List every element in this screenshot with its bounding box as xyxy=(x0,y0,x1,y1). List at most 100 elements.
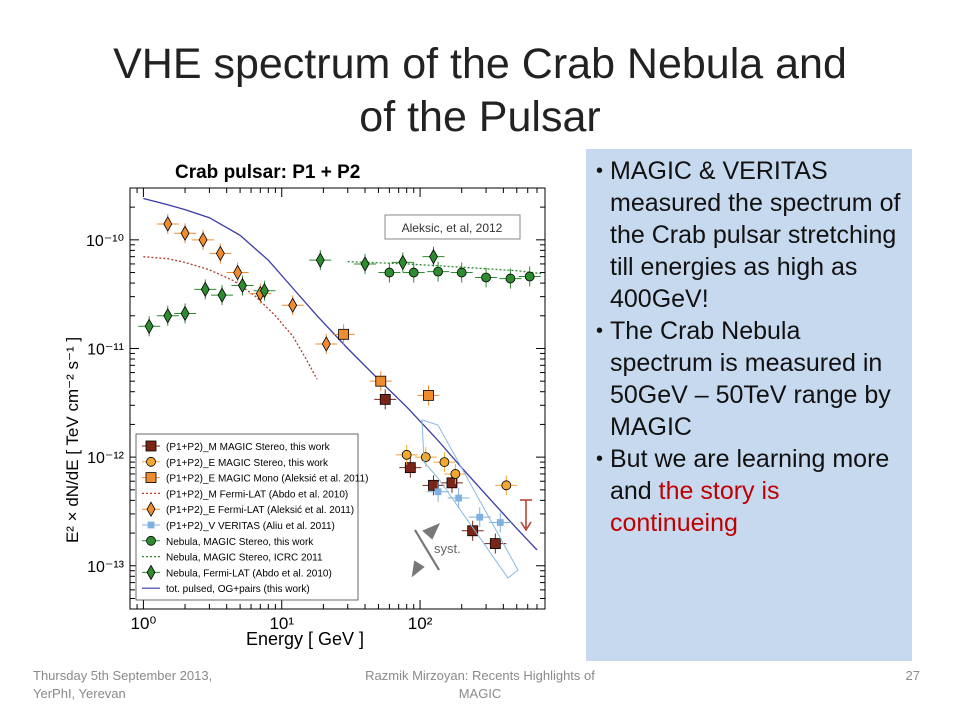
data-point xyxy=(215,245,225,262)
legend-marker xyxy=(145,440,157,452)
model-line xyxy=(347,260,542,275)
data-point xyxy=(408,267,419,278)
data-point xyxy=(259,282,269,299)
slide-title-line2: of the Pulsar xyxy=(359,93,601,141)
slide-title-line1: VHE spectrum of the Crab Nebula and xyxy=(113,40,847,88)
data-point xyxy=(439,457,450,467)
data-point xyxy=(237,277,247,294)
model-lines xyxy=(143,197,542,551)
data-point xyxy=(446,477,458,489)
legend-label: Nebula, Fermi-LAT (Abdo et al. 2010) xyxy=(166,568,332,579)
axis-ticks: 10⁰ 10¹ 10² 10⁻¹³ 10⁻¹² 10⁻¹¹ 10⁻¹⁰ xyxy=(86,187,546,633)
legend-label: Nebula, MAGIC Stereo, this work xyxy=(166,537,314,548)
bullet-text: But we are learning more and xyxy=(610,445,890,505)
legend-label: Nebula, MAGIC Stereo, ICRC 2011 xyxy=(166,553,323,564)
data-point xyxy=(489,538,501,549)
footer-author-line1: Razmik Mirzoyan: Recents Highlights of xyxy=(365,668,595,683)
veritas-syst-band xyxy=(421,419,519,579)
y-tick-label: 10⁻¹⁰ xyxy=(86,233,124,250)
syst-label: syst. xyxy=(434,541,461,556)
data-point xyxy=(338,328,349,340)
data-point xyxy=(434,488,442,496)
syst-arrow xyxy=(411,523,440,578)
x-tick-label: 10⁰ xyxy=(131,614,157,633)
data-point xyxy=(404,462,416,474)
legend-label: (P1+P2)_E MAGIC Stereo, this work xyxy=(166,458,329,469)
data-point xyxy=(163,216,173,232)
legend: (P1+P2)_M MAGIC Stereo, this work (P1+P2)… xyxy=(135,433,368,601)
data-point xyxy=(455,494,463,502)
y-tick-label: 10⁻¹³ xyxy=(87,559,125,576)
legend-label: (P1+P2)_V VERITAS (Aliu et al. 2011) xyxy=(166,521,335,532)
data-point xyxy=(420,452,431,463)
upper-limit-arrow xyxy=(520,499,532,532)
legend-marker xyxy=(146,501,156,518)
y-tick-label: 10⁻¹¹ xyxy=(87,341,124,358)
x-tick-label: 10² xyxy=(408,614,433,633)
footer-date-line2: YerPhI, Yerevan xyxy=(33,686,126,701)
legend-label: (P1+P2)_M Fermi-LAT (Abdo et al. 2010) xyxy=(166,489,348,500)
legend-label: (P1+P2)_M MAGIC Stereo, this work xyxy=(166,442,331,453)
data-point xyxy=(180,225,190,242)
y-axis-label: E² × dN/dE [ TeV cm⁻² s⁻¹ ] xyxy=(63,337,82,543)
x-tick-label: 10¹ xyxy=(269,614,294,633)
data-point xyxy=(144,318,154,335)
data-point xyxy=(524,271,535,282)
data-point xyxy=(433,266,444,277)
slide-title: VHE spectrum of the Crab Nebula and of t… xyxy=(60,38,900,144)
model-line xyxy=(143,256,318,380)
data-point xyxy=(467,525,479,537)
data-point xyxy=(360,256,370,272)
data-point xyxy=(375,375,387,387)
data-point xyxy=(217,287,227,303)
legend-frame xyxy=(135,433,359,601)
legend-marker xyxy=(146,456,156,467)
legend-marker xyxy=(145,472,157,484)
data-point xyxy=(476,513,484,521)
data-point xyxy=(315,252,325,268)
data-point xyxy=(288,297,298,314)
data-point xyxy=(384,267,395,278)
legend-marker xyxy=(146,535,156,546)
footer-date: Thursday 5th September 2013, YerPhI, Yer… xyxy=(33,667,283,703)
data-point xyxy=(398,254,408,271)
footer-author: Razmik Mirzoyan: Recents Highlights of M… xyxy=(320,667,640,703)
bullet-item: MAGIC & VERITAS measured the spectrum of… xyxy=(596,155,906,315)
data-point xyxy=(496,519,504,526)
bullet-item: But we are learning more and the story i… xyxy=(596,443,906,539)
data-point xyxy=(423,389,434,401)
legend-label: tot. pulsed, OG+pairs (this work) xyxy=(166,584,310,595)
data-point xyxy=(321,336,331,352)
x-axis-label: Energy [ GeV ] xyxy=(246,629,364,649)
data-point xyxy=(501,480,512,491)
data-point xyxy=(198,232,208,248)
page-number: 27 xyxy=(905,668,920,683)
legend-label: (P1+P2)_E Fermi-LAT (Aleksić et al. 2011… xyxy=(166,505,354,516)
bullet-item: The Crab Nebula spectrum is measured in … xyxy=(596,315,906,443)
summary-textbox: MAGIC & VERITAS measured the spectrum of… xyxy=(586,149,912,661)
annotation-box xyxy=(384,214,521,240)
data-point xyxy=(450,469,461,479)
y-tick-label: 10⁻¹² xyxy=(87,450,125,467)
chart-title: Crab pulsar: P1 + P2 xyxy=(175,162,361,183)
legend-marker xyxy=(146,564,156,581)
data-point xyxy=(379,393,391,405)
spectrum-chart: 10⁰ 10¹ 10² 10⁻¹³ 10⁻¹² 10⁻¹¹ 10⁻¹⁰ Aleksic, e… xyxy=(63,187,546,649)
data-point xyxy=(233,264,243,281)
data-point xyxy=(456,267,467,278)
annotation-text: Aleksic, et al, 2012 xyxy=(402,221,503,235)
data-point xyxy=(481,272,491,283)
data-point xyxy=(200,281,210,298)
legend-marker xyxy=(147,521,155,529)
bullet-list: MAGIC & VERITAS measured the spectrum of… xyxy=(596,155,906,539)
data-point xyxy=(505,273,516,284)
legend-label: (P1+P2)_E MAGIC Mono (Aleksić et al. 201… xyxy=(166,474,368,485)
footer-date-line1: Thursday 5th September 2013, xyxy=(33,668,213,683)
footer-author-line2: MAGIC xyxy=(458,686,502,701)
data-point xyxy=(163,307,173,324)
data-point xyxy=(429,248,438,265)
model-line xyxy=(143,197,538,551)
data-point xyxy=(180,305,190,322)
highlight-text: the story is continueing xyxy=(610,477,780,537)
data-point xyxy=(401,449,412,460)
